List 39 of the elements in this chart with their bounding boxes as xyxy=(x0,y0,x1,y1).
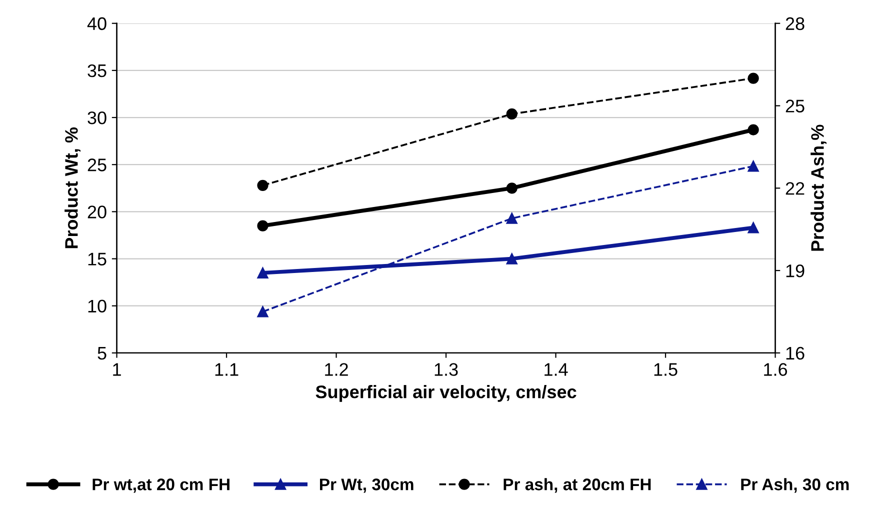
legend-label: Pr ash, at 20cm FH xyxy=(504,478,651,493)
y-tick-label: 20 xyxy=(88,206,106,218)
y-tick-label: 30 xyxy=(88,111,106,124)
point xyxy=(748,124,759,136)
x-tick-label: 1 xyxy=(113,363,121,376)
y-tick-label: 40 xyxy=(87,17,106,30)
y2-tick-label: 25 xyxy=(786,100,804,112)
x-tick-label: 1.5 xyxy=(654,363,678,376)
legend-label: Pr wt,at 20 cm FH xyxy=(92,478,230,493)
point xyxy=(506,108,518,120)
y-tick-label: 25 xyxy=(88,158,106,172)
point xyxy=(748,72,759,84)
legend-label: Pr Ash, 30 cm xyxy=(741,478,849,493)
y-axis-title: Product Wt, % xyxy=(64,127,80,248)
point xyxy=(257,306,268,318)
x-tick-label: 1.6 xyxy=(764,363,788,376)
y-tick-label: 10 xyxy=(88,300,106,313)
y2-tick-label: 22 xyxy=(786,182,804,195)
point xyxy=(748,160,759,172)
x-tick-label: 1.1 xyxy=(215,363,238,376)
y2-tick-label: 19 xyxy=(786,264,804,278)
point xyxy=(506,182,518,194)
legend-label: Pr Wt, 30cm xyxy=(320,478,414,493)
point xyxy=(257,220,268,232)
x-tick-label: 1.3 xyxy=(434,363,458,376)
point xyxy=(506,212,518,224)
x-axis-title: Superficial air velocity, cm/sec xyxy=(316,385,576,402)
x-tick-label: 1.2 xyxy=(325,363,348,376)
y-tick-label: 5 xyxy=(98,347,106,360)
point xyxy=(748,222,759,234)
y2-tick-label: 16 xyxy=(786,346,804,360)
y2-axis-title: Product Ash,% xyxy=(810,124,827,251)
point xyxy=(257,180,268,191)
point xyxy=(257,267,268,278)
y2-tick-label: 28 xyxy=(786,17,804,30)
point xyxy=(506,253,518,264)
y-tick-label: 15 xyxy=(88,252,106,266)
x-tick-label: 1.4 xyxy=(544,363,568,376)
y-tick-label: 35 xyxy=(88,64,106,78)
